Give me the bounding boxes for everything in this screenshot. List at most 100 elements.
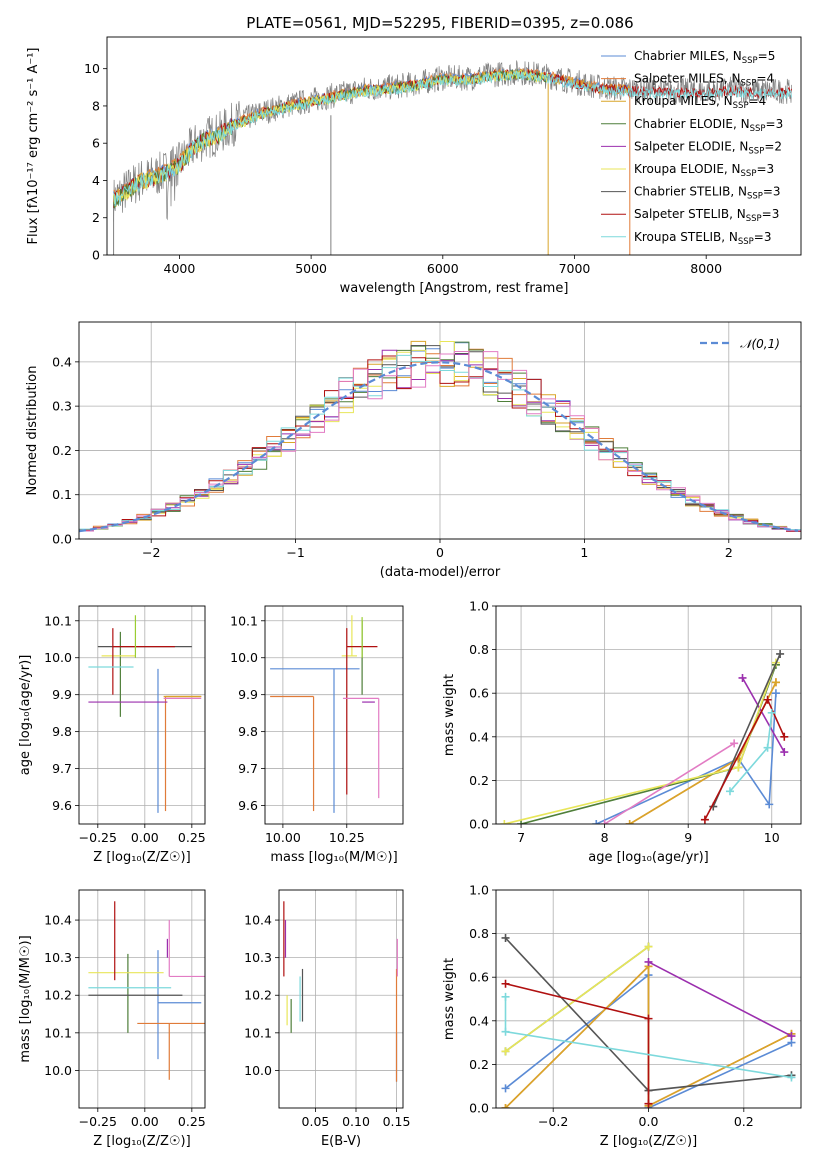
x-axis-label: Z [log₁₀(Z/Z☉)] (600, 1134, 697, 1149)
histogram-salpeter-stelib (79, 355, 801, 532)
model-spectrum-kroupa-stelib (113, 69, 792, 207)
y-tick-label: 10.1 (44, 613, 72, 628)
x-tick-label: 0 (436, 545, 444, 560)
y-tick-label: 6 (92, 136, 100, 151)
y-axis-label: mass weight (442, 674, 457, 756)
x-tick-label: 1 (580, 545, 588, 560)
y-tick-label: 10.0 (244, 1063, 272, 1078)
y-tick-label: 10.4 (244, 913, 272, 928)
x-tick-label: 0.25 (178, 830, 206, 845)
x-tick-label: −0.25 (79, 830, 117, 845)
y-tick-label: 0.8 (469, 642, 489, 657)
x-tick-label: 0.15 (383, 1114, 411, 1129)
legend-label: Kroupa ELODIE, NSSP=3 (634, 162, 774, 179)
legend-label: 𝒩(0,1) (740, 337, 780, 351)
weight-point (644, 957, 653, 966)
axes-frame (78, 605, 206, 825)
y-tick-label: 10.0 (44, 650, 72, 665)
weight-point (771, 689, 780, 698)
y-tick-label: 0.0 (52, 532, 72, 547)
axes-frame (264, 605, 404, 825)
weight-point (738, 673, 747, 682)
y-tick-label: 10.0 (230, 650, 258, 665)
weight-point (700, 815, 709, 824)
x-tick-label: 0.0 (639, 1114, 659, 1129)
legend-label: Chabrier STELIB, NSSP=3 (634, 185, 781, 202)
weight-point (771, 678, 780, 687)
weight-point (600, 820, 609, 824)
plot-area (113, 60, 792, 255)
panel-mass-vs-ebv: 0.05 0.10 0.15 10.0 10.1 10.2 10.3 10.4 E(B-V) (244, 889, 411, 1149)
x-tick-label: 2 (725, 545, 733, 560)
y-tick-label: 9.7 (52, 761, 72, 776)
axes-frame (78, 889, 206, 1109)
y-tick-label: 0.3 (52, 399, 72, 414)
weight-point (500, 820, 509, 824)
x-axis-label: age [log₁₀(age/yr)] (588, 850, 709, 865)
panel-age-vs-mass: 10.00 10.25 9.6 9.7 9.8 9.9 10.0 10.1 mass [log₁… (230, 605, 404, 865)
y-tick-label: 0.2 (469, 773, 489, 788)
y-tick-label: 10 (84, 61, 100, 76)
errorbar-extra-pink (342, 697, 380, 799)
x-axis-label: Z [log₁₀(Z/Z☉)] (93, 1134, 190, 1149)
weight-point (763, 695, 772, 704)
weight-point (776, 649, 785, 658)
x-tick-label: 8000 (690, 261, 722, 276)
y-tick-label: 9.9 (52, 687, 72, 702)
y-tick-label: 0.8 (469, 926, 489, 941)
weight-point (501, 979, 510, 988)
y-tick-label: 0.6 (469, 686, 489, 701)
errorbar-salpeter-miles (137, 1022, 205, 1080)
y-tick-label: 9.9 (238, 687, 258, 702)
weight-point (501, 1084, 510, 1093)
weight-point (763, 743, 772, 752)
x-tick-label: 0.25 (178, 1114, 206, 1129)
weight-point (780, 732, 789, 741)
y-tick-label: 9.8 (238, 724, 258, 739)
x-tick-label: 0.2 (734, 1114, 754, 1129)
x-tick-label: 0.10 (342, 1114, 370, 1129)
weight-point (644, 1014, 653, 1023)
y-tick-label: 10.3 (44, 950, 72, 965)
y-tick-label: 9.6 (238, 798, 258, 813)
x-tick-label: 8 (601, 830, 609, 845)
legend-label: Chabrier ELODIE, NSSP=3 (634, 117, 783, 134)
x-tick-label: 7 (517, 830, 525, 845)
y-tick-label: 10.1 (244, 1025, 272, 1040)
x-tick-label: 5000 (295, 261, 327, 276)
weight-line-salpeter-miles (629, 681, 777, 824)
weight-point (780, 748, 789, 757)
plot-area (88, 615, 202, 813)
weight-point (730, 739, 739, 748)
axes-frame (106, 36, 802, 256)
legend-label: Salpeter MILES, NSSP=4 (634, 72, 774, 89)
x-tick-label: −1 (286, 545, 304, 560)
x-tick-label: 6000 (427, 261, 459, 276)
x-axis-label: Z [log₁₀(Z/Z☉)] (93, 850, 190, 865)
x-tick-label: −0.25 (79, 1114, 117, 1129)
weight-point (644, 1099, 653, 1108)
legend-label: Salpeter STELIB, NSSP=3 (634, 207, 779, 224)
errorbar-chabrier-miles (270, 668, 360, 813)
x-tick-label: 10 (764, 830, 780, 845)
weight-point (501, 1047, 510, 1056)
y-tick-label: 8 (92, 98, 100, 113)
plot-area (270, 615, 380, 813)
weight-line-chabrier-miles (595, 693, 777, 824)
plot-area (79, 340, 801, 533)
weight-point (787, 1032, 796, 1041)
chart-title: PLATE=0561, MJD=52295, FIBERID=0395, z=0… (246, 14, 633, 32)
x-axis-label: (data-model)/error (380, 565, 501, 580)
errorbar-extra-pink (168, 920, 205, 978)
weight-point (625, 820, 634, 824)
y-axis-label: Flux [fλ10⁻¹⁷ erg cm⁻² s⁻¹ A⁻¹] (26, 48, 41, 245)
x-tick-label: 0.00 (131, 1114, 159, 1129)
histogram-extra_pink (79, 351, 801, 532)
y-tick-label: 0.4 (52, 354, 72, 369)
panel-residuals: −2 −1 0 1 2 0.0 0.1 0.2 0.3 0.4 (data-model)/error… (25, 321, 802, 580)
y-tick-label: 1.0 (469, 599, 489, 614)
y-tick-label: 2 (92, 210, 100, 225)
plot-area (88, 901, 205, 1080)
axes-frame (278, 889, 404, 1109)
weight-point (501, 933, 510, 942)
